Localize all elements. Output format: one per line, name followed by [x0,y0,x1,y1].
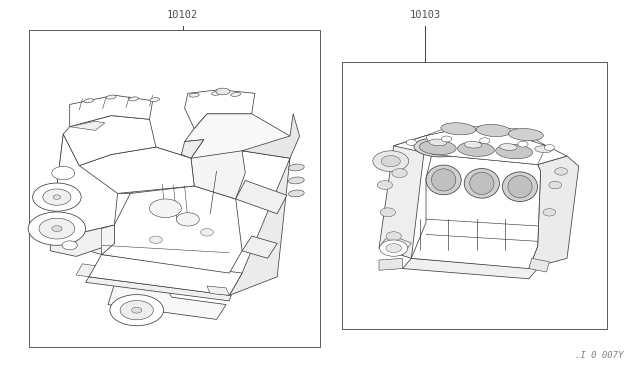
Circle shape [381,155,401,167]
Polygon shape [184,90,255,129]
Ellipse shape [189,93,199,97]
Ellipse shape [464,141,482,148]
Ellipse shape [414,138,461,157]
Ellipse shape [84,99,93,103]
Ellipse shape [216,88,230,95]
Circle shape [479,138,490,144]
Circle shape [200,229,213,236]
Ellipse shape [508,129,543,141]
Polygon shape [426,125,547,146]
Ellipse shape [452,140,500,158]
Polygon shape [379,236,412,255]
Ellipse shape [426,165,461,195]
Circle shape [52,226,62,232]
Polygon shape [51,225,115,256]
Circle shape [43,189,71,205]
Polygon shape [108,284,226,320]
Circle shape [28,212,86,245]
Polygon shape [191,140,245,199]
Circle shape [373,151,408,171]
Polygon shape [529,156,579,269]
Polygon shape [229,158,290,295]
Circle shape [39,218,75,239]
Polygon shape [529,258,549,272]
Ellipse shape [441,123,476,135]
Circle shape [62,241,77,250]
Polygon shape [79,147,194,193]
Polygon shape [242,114,300,158]
Polygon shape [181,140,204,158]
Text: 10103: 10103 [410,10,441,20]
Text: 10102: 10102 [167,10,198,20]
Ellipse shape [490,142,538,161]
Text: .I 0 007Y: .I 0 007Y [575,351,623,360]
Ellipse shape [289,164,304,171]
Polygon shape [236,180,287,214]
Ellipse shape [464,169,499,198]
Polygon shape [207,286,229,295]
Circle shape [386,244,401,253]
Circle shape [120,301,154,320]
Polygon shape [51,134,191,240]
Polygon shape [403,258,538,279]
Ellipse shape [508,176,532,198]
Ellipse shape [470,172,494,195]
Circle shape [150,236,163,243]
Bar [29,31,320,347]
Circle shape [150,199,181,218]
Ellipse shape [289,177,304,184]
Ellipse shape [476,125,511,137]
Polygon shape [63,116,156,166]
Circle shape [386,232,401,241]
Circle shape [52,166,75,180]
Polygon shape [70,95,153,127]
Polygon shape [76,264,95,277]
Polygon shape [394,136,567,164]
Ellipse shape [502,172,538,202]
Polygon shape [242,236,277,258]
Polygon shape [379,136,426,258]
Ellipse shape [150,97,159,102]
Polygon shape [426,129,547,164]
Ellipse shape [431,169,456,191]
Circle shape [377,180,392,189]
Ellipse shape [429,139,447,146]
Polygon shape [379,258,403,270]
Ellipse shape [289,190,304,197]
Ellipse shape [129,97,138,101]
Polygon shape [412,154,541,269]
Bar [342,62,607,329]
Ellipse shape [496,144,532,159]
Ellipse shape [230,93,241,96]
Ellipse shape [106,95,116,99]
Polygon shape [102,186,242,273]
Circle shape [518,141,528,147]
Circle shape [380,208,396,217]
Circle shape [406,140,417,145]
Circle shape [110,295,164,326]
Circle shape [549,181,562,189]
Polygon shape [70,121,105,131]
Polygon shape [184,114,290,158]
Circle shape [132,307,142,313]
Polygon shape [51,118,115,254]
Ellipse shape [499,144,517,150]
Ellipse shape [534,146,552,153]
Circle shape [543,209,556,216]
Ellipse shape [212,92,221,95]
Polygon shape [102,225,115,254]
Circle shape [442,136,452,142]
Polygon shape [86,277,231,301]
Circle shape [555,168,568,175]
Circle shape [380,240,408,256]
Circle shape [33,183,81,211]
Polygon shape [89,254,242,295]
Ellipse shape [419,140,456,155]
Circle shape [176,213,199,226]
Ellipse shape [458,142,494,156]
Circle shape [53,195,61,199]
Circle shape [392,169,407,177]
Circle shape [544,145,554,151]
